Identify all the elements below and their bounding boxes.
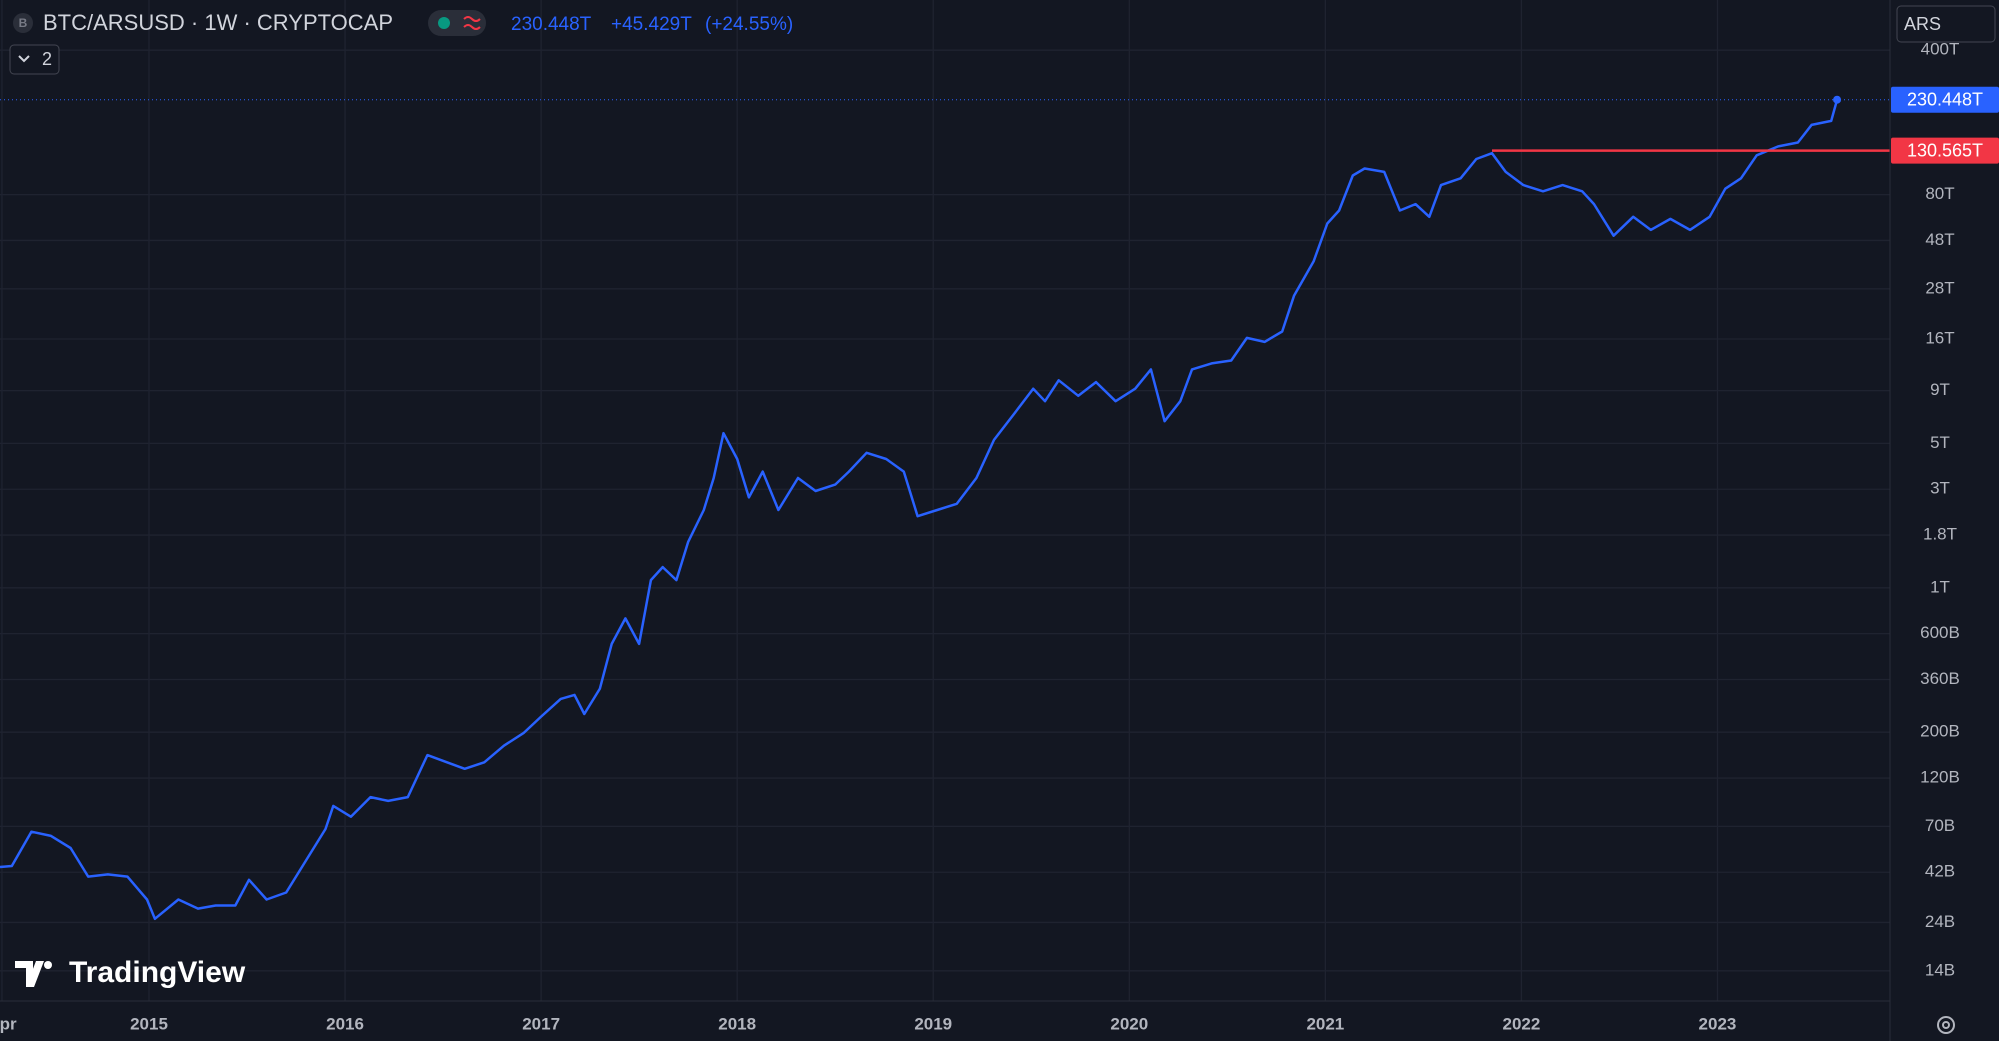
last-price-box: [1891, 86, 1999, 113]
y-tick-label: 200B: [1920, 722, 1960, 741]
y-tick-label: 5T: [1930, 433, 1950, 452]
y-tick-label: 28T: [1925, 278, 1954, 297]
currency-button[interactable]: [1896, 5, 1996, 43]
ray-price-box: [1891, 137, 1999, 164]
change-pct: (+24.55%): [705, 14, 793, 35]
price-line: [0, 99, 1839, 921]
market-status: [438, 17, 450, 29]
x-tick-label: 2015: [130, 1014, 168, 1033]
x-tick-label: 2020: [1110, 1014, 1148, 1033]
brand-logo-dot: [44, 961, 52, 969]
settings-icon[interactable]: [1937, 1016, 1955, 1034]
last-price-label: 230.448T: [1907, 89, 1983, 109]
plot: [0, 95, 1890, 921]
symbol-title: BTC/ARSUSD · 1W · CRYPTOCAP: [43, 10, 393, 35]
y-tick-label: 400T: [1921, 40, 1960, 59]
status-pill[interactable]: [428, 10, 486, 36]
y-tick-label: 16T: [1925, 329, 1954, 348]
y-tick-label: 14B: [1925, 960, 1955, 979]
indicator-count: 2: [42, 49, 52, 69]
grid: [0, 0, 1890, 1001]
x-tick-label: 2021: [1306, 1014, 1344, 1033]
x-tick-label: 2019: [914, 1014, 952, 1033]
y-tick-label: 1.8T: [1923, 525, 1957, 544]
symbol-icon-letter: B: [19, 16, 28, 30]
x-tick-label: 2017: [522, 1014, 560, 1033]
y-tick-label: 1T: [1930, 577, 1950, 596]
y-tick-label: 48T: [1925, 230, 1954, 249]
last-point: [1833, 95, 1842, 104]
price-labels: 230.448T 130.565T: [1891, 86, 1999, 164]
brand-name: TradingView: [69, 956, 246, 989]
y-tick-label: 24B: [1925, 912, 1955, 931]
y-tick-label: 70B: [1925, 816, 1955, 835]
symbol-icon: [13, 13, 33, 33]
settings-icon-center: [1942, 1021, 1950, 1029]
brand-logo: [15, 961, 44, 987]
x-tick-label: 2016: [326, 1014, 364, 1033]
change: +45.429T: [611, 14, 692, 35]
last-price: 230.448T: [511, 14, 592, 35]
x-tick-label: 2018: [718, 1014, 756, 1033]
axes: 400T 80T 48T 28T 16T 9T 5T 3T 1.8T 1T 600B 360B 200B…: [0, 40, 1960, 1034]
y-tick-label: 120B: [1920, 768, 1960, 787]
y-tick-label: 80T: [1925, 184, 1954, 203]
y-tick-label: 360B: [1920, 669, 1960, 688]
y-tick-label: 9T: [1930, 380, 1950, 399]
data-status: [463, 16, 481, 30]
y-tick-label: 42B: [1925, 862, 1955, 881]
currency: ARS: [1904, 14, 1941, 34]
chevron: [18, 55, 30, 63]
indicator-toggle[interactable]: [9, 44, 60, 75]
x-tick-label: 2022: [1502, 1014, 1540, 1033]
ray-price-label: 130.565T: [1907, 140, 1983, 160]
x-tick-label: Apr: [0, 1014, 17, 1033]
x-tick-label: 2023: [1699, 1014, 1737, 1033]
y-tick-label: 600B: [1920, 623, 1960, 642]
y-tick-label: 3T: [1930, 479, 1950, 498]
